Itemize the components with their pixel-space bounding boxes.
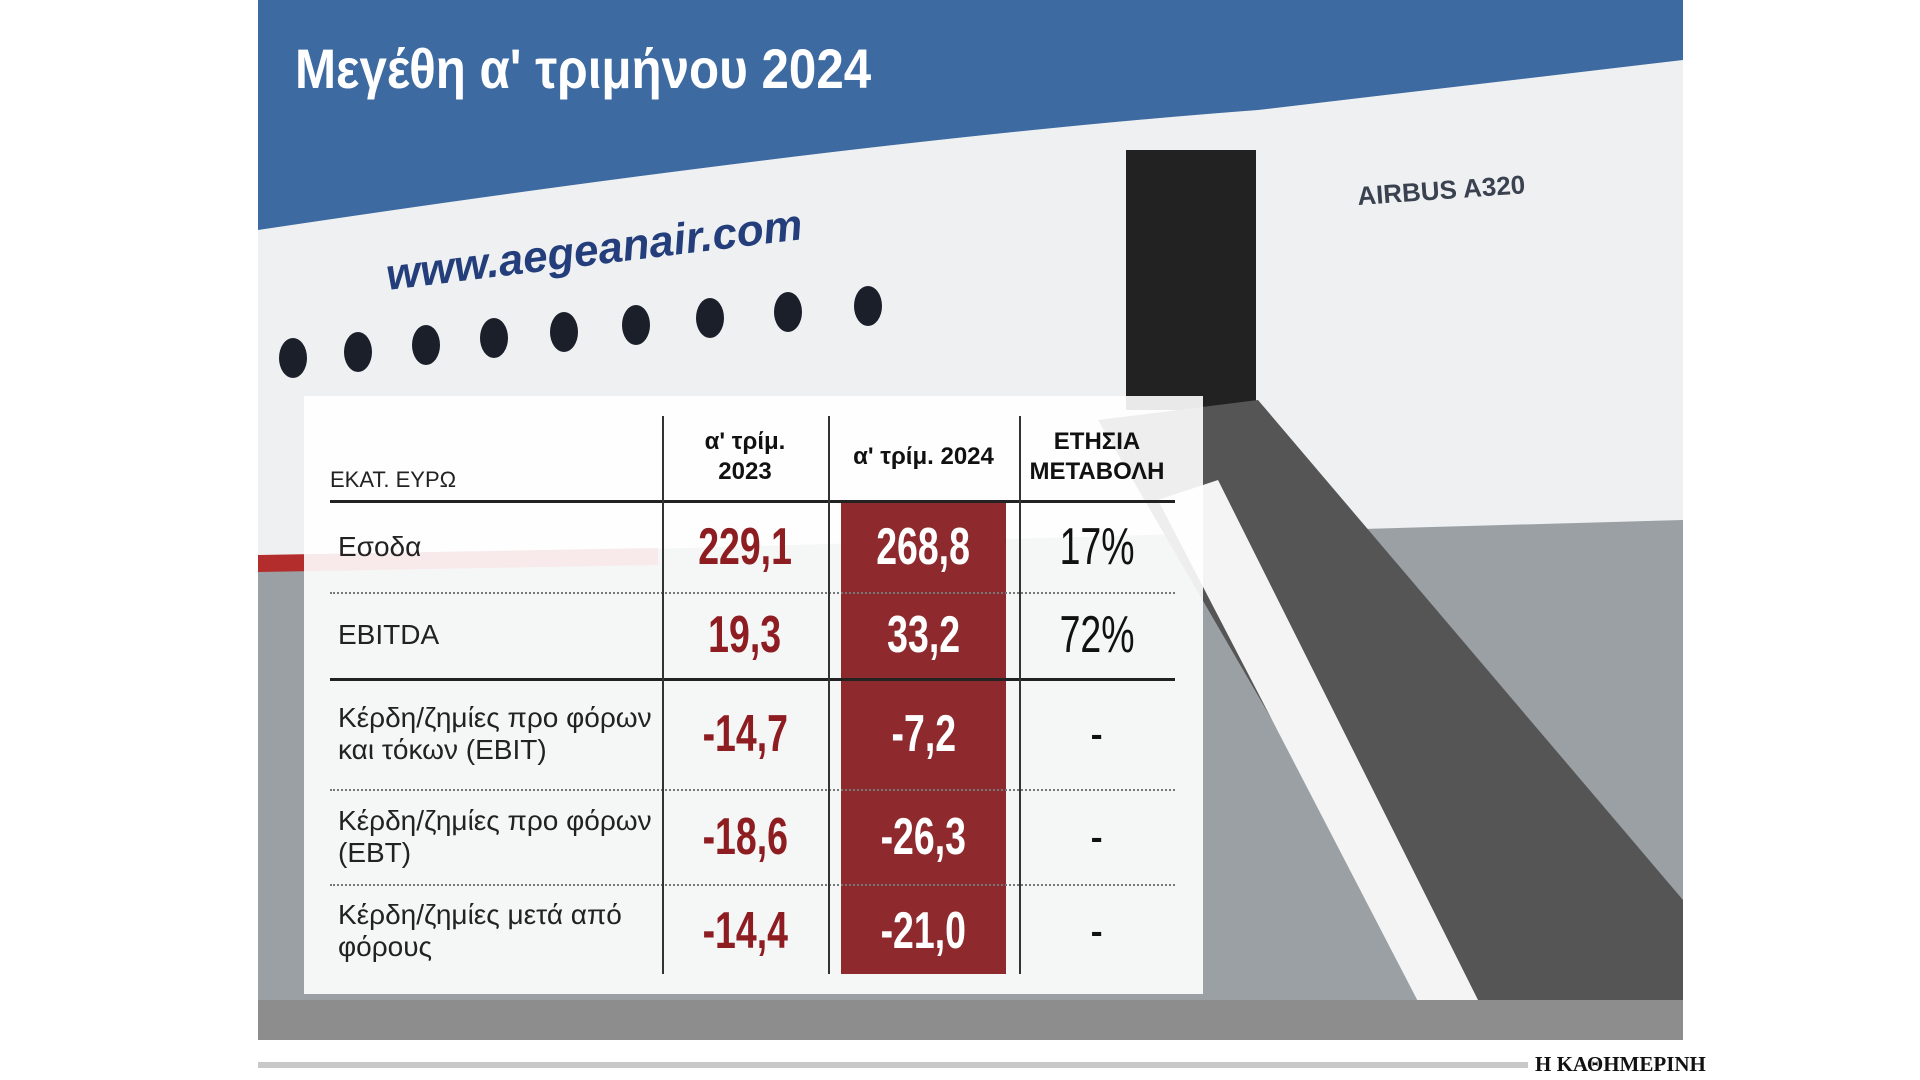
row-divider (330, 789, 1175, 791)
column-header: ΕΤΗΣΙΑ ΜΕΤΑΒΟΛΗ (1029, 428, 1165, 485)
cell-value: - (1090, 704, 1104, 763)
cell-value: - (1090, 902, 1104, 960)
cell-value: -14,4 (702, 902, 788, 960)
cell-value: -26,3 (880, 807, 967, 866)
row-divider (330, 678, 1175, 681)
cell-value: -21,0 (880, 902, 967, 960)
row-label: Κέρδη/ζημίες μετά από φόρους (338, 899, 622, 962)
cell-value: 268,8 (876, 518, 971, 576)
cell-value: 17% (1059, 518, 1135, 576)
cell-value: -18,6 (702, 807, 788, 866)
cell-value: - (1090, 807, 1104, 866)
header-rule (330, 500, 1175, 503)
source: Η ΚΑΘΗΜΕΡΙΝΗ (1535, 1052, 1706, 1076)
row-label: EBITDA (338, 619, 440, 650)
footer-rule (258, 1062, 1528, 1068)
column-divider (1019, 416, 1021, 974)
table: ΕΚΑΤ. ΕΥΡΩ α' τρίμ. 2023 α' τρίμ. 2024 ΕΤΗΣ… (304, 396, 1203, 994)
cell-value: 229,1 (698, 518, 792, 576)
row-divider (330, 592, 1175, 594)
title: Μεγέθη α' τριμήνου 2024 (295, 37, 872, 100)
cell-value: -14,7 (702, 704, 788, 763)
column-header: α' τρίμ. 2024 (853, 443, 994, 470)
column-header: α' τρίμ. 2023 (704, 428, 786, 485)
row-label: Κέρδη/ζημίες προ φόρων και τόκων (EBIT) (338, 701, 652, 765)
row-label: Εσοδα (338, 531, 422, 562)
cell-value: 19,3 (708, 606, 782, 664)
cell-value: 72% (1059, 606, 1135, 664)
cell-value: 33,2 (887, 606, 960, 664)
highlight-column (841, 502, 1006, 974)
column-divider (828, 416, 830, 974)
unit-label: ΕΚΑΤ. ΕΥΡΩ (330, 467, 457, 492)
cell-value: -7,2 (891, 704, 956, 763)
column-divider (662, 416, 664, 974)
row-label: Κέρδη/ζημίες προ φόρων (EBT) (338, 804, 652, 868)
row-divider (330, 884, 1175, 886)
